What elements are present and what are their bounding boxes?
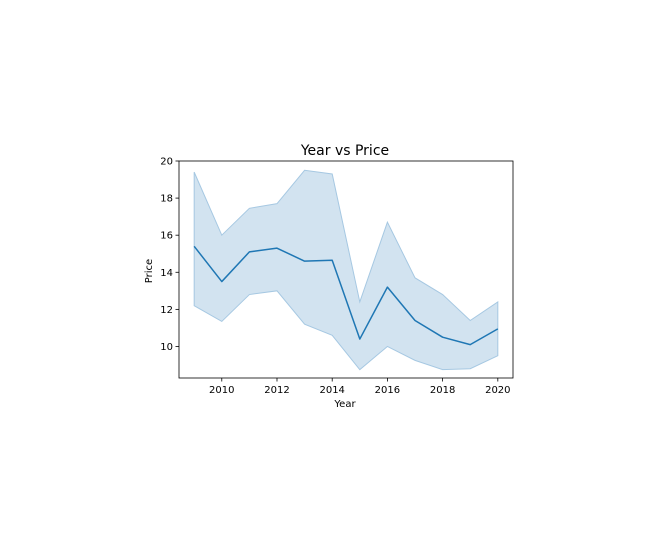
y-tick-label-20: 20	[160, 157, 173, 168]
y-tick-label-12: 12	[160, 305, 173, 316]
data-point-2016	[387, 286, 389, 288]
y-tick-label-16: 16	[160, 231, 173, 242]
x-tick-label-2012: 2012	[264, 385, 289, 396]
confidence-band	[193, 169, 499, 371]
data-point-2012	[276, 247, 278, 249]
data-point-2009	[193, 246, 195, 248]
data-point-2014	[331, 259, 333, 261]
data-point-2017	[414, 320, 416, 322]
data-point-2019	[469, 344, 471, 346]
y-axis-label: Price	[144, 259, 155, 283]
plot-area: 2010 2012 2014 2016 2018 2020 10 12 14 16 18 20	[160, 157, 514, 396]
data-point-2011	[249, 251, 251, 253]
data-point-2015	[359, 338, 361, 340]
y-tick-label-10: 10	[160, 342, 173, 353]
x-tick-label-2010: 2010	[209, 385, 234, 396]
x-tick-label-2014: 2014	[319, 385, 344, 396]
plot-frame	[178, 160, 514, 379]
data-point-2018	[442, 336, 444, 338]
data-point-2020	[497, 328, 499, 330]
x-tick-label-2020: 2020	[485, 385, 510, 396]
data-point-2013	[304, 260, 306, 262]
x-axis-label: Year	[333, 399, 356, 410]
chart-title: Year vs Price	[300, 143, 389, 159]
series-line	[193, 245, 499, 346]
y-tick-label-18: 18	[160, 194, 173, 205]
x-tick-label-2018: 2018	[430, 385, 455, 396]
y-tick-label-14: 14	[160, 268, 173, 279]
data-point-2010	[221, 281, 223, 283]
x-tick-label-2016: 2016	[375, 385, 400, 396]
